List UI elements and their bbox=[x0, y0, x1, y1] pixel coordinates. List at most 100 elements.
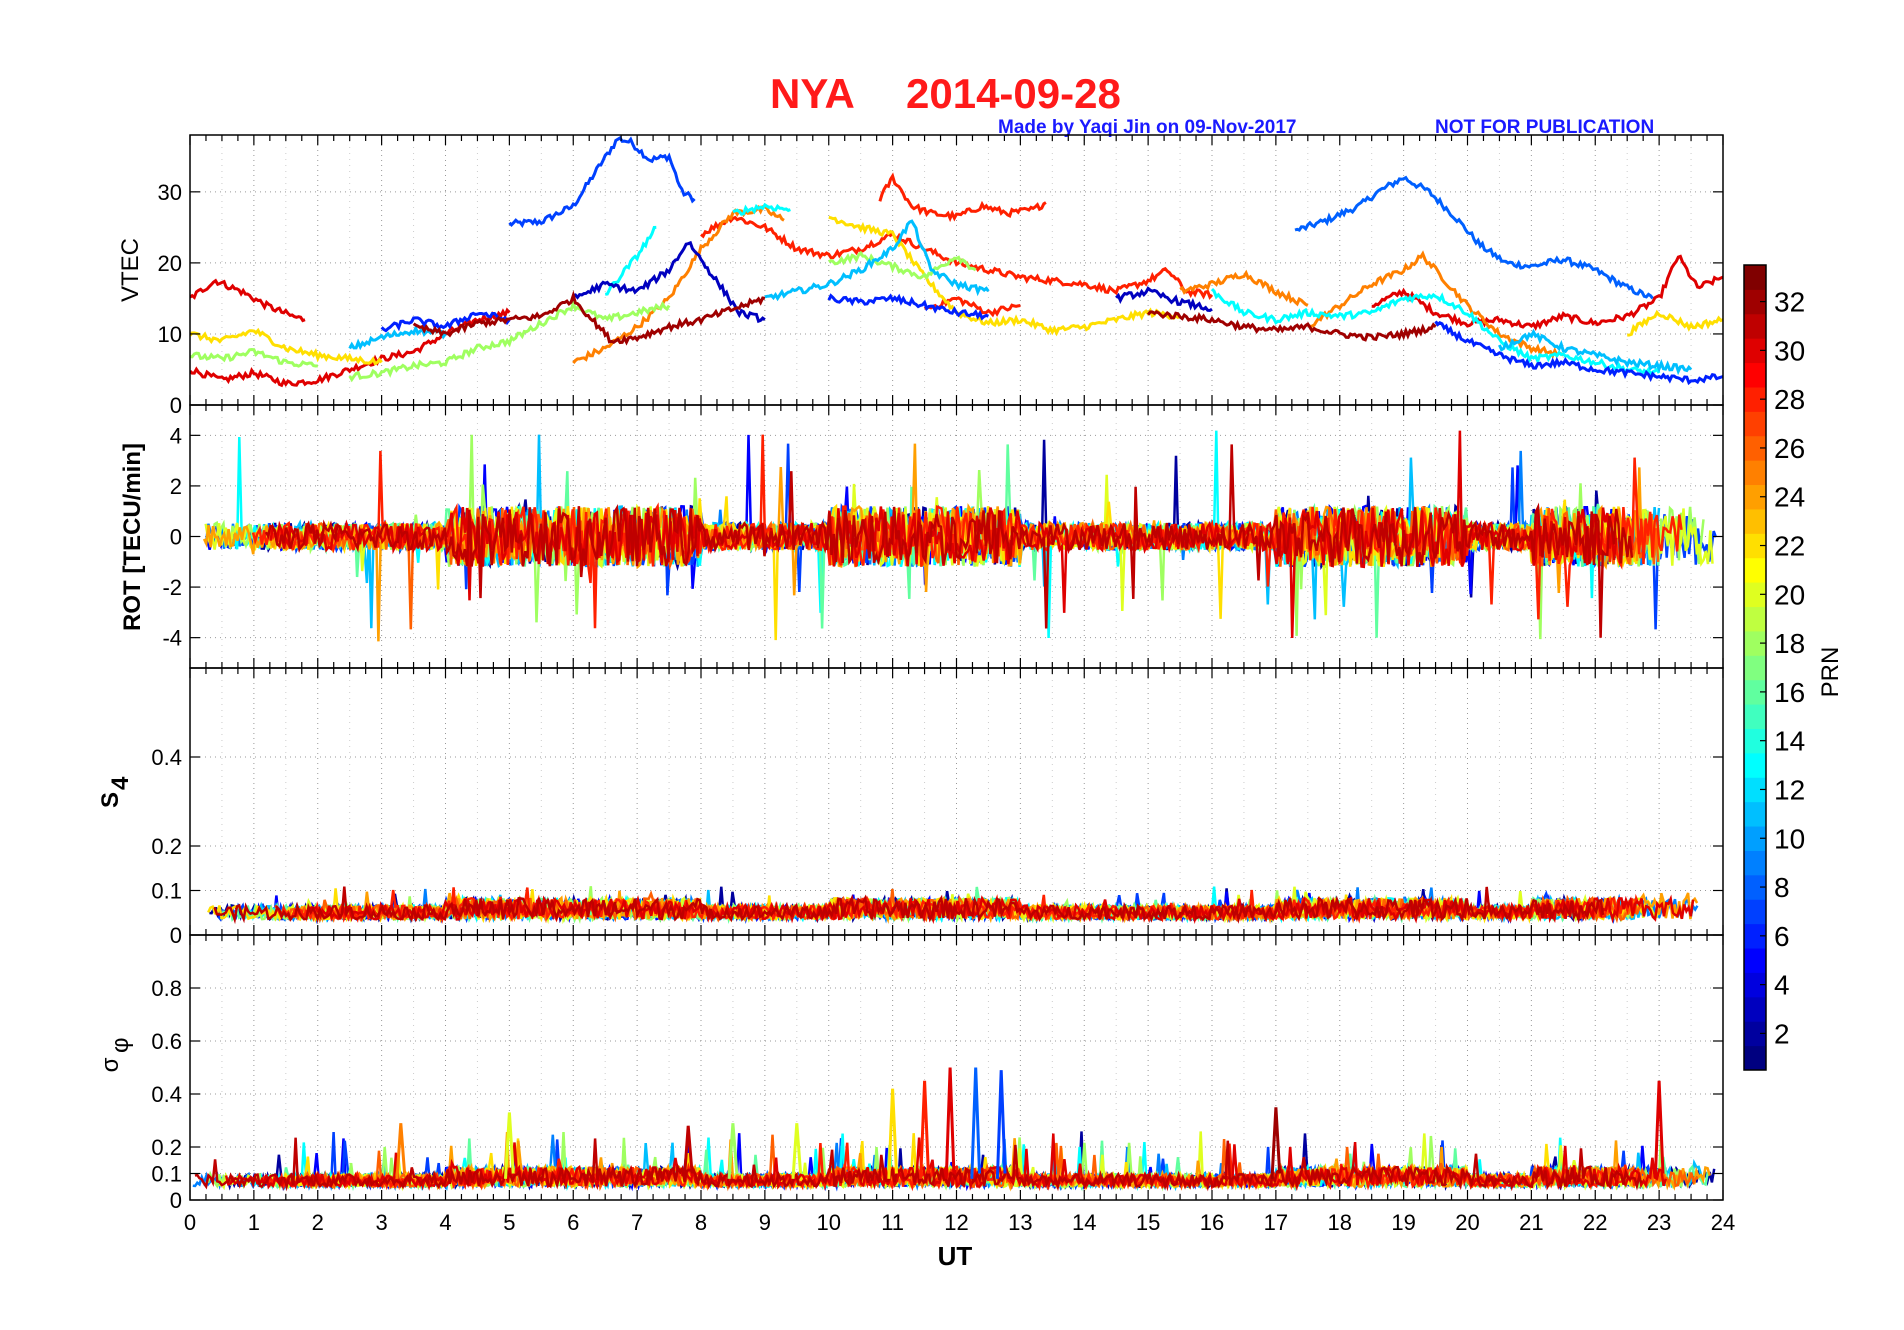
colorbar-tick-label: 10 bbox=[1774, 823, 1805, 854]
colorbar-cell bbox=[1744, 265, 1766, 290]
x-tick-label: 3 bbox=[376, 1210, 388, 1235]
x-tick-label: 13 bbox=[1008, 1210, 1032, 1235]
vtec-series-prn-28 bbox=[878, 172, 1047, 223]
colorbar-tick-label: 4 bbox=[1774, 970, 1790, 1001]
sigma-spike-prn-22 bbox=[887, 1088, 898, 1179]
x-tick-label: 5 bbox=[503, 1210, 515, 1235]
x-tick-label: 7 bbox=[631, 1210, 643, 1235]
sigma-spike-prn-20 bbox=[791, 1123, 803, 1179]
colorbar-tick-label: 20 bbox=[1774, 579, 1805, 610]
vtec-series-prn-28 bbox=[923, 295, 1021, 318]
vtec-panel: 0 10 20 30 bbox=[158, 134, 1724, 418]
notice-text: NOT FOR PUBLICATION bbox=[1435, 117, 1654, 138]
colorbar-cell bbox=[1744, 996, 1766, 1022]
rot-y-tick-label: 2 bbox=[170, 474, 182, 499]
sigma-ylabel-sub: φ bbox=[107, 1037, 134, 1053]
vtec-series-prn-6 bbox=[827, 293, 989, 321]
colorbar-cell bbox=[1744, 655, 1766, 681]
rot-y-tick-label: 4 bbox=[170, 423, 182, 448]
x-tick-label: 20 bbox=[1455, 1210, 1479, 1235]
vtec-series-prn-30 bbox=[190, 278, 306, 323]
sig-y-tick-label: 0 bbox=[170, 1188, 182, 1213]
s4-ylabel: S 4 bbox=[97, 776, 134, 808]
rot-series-prn-31 bbox=[264, 444, 1634, 638]
colorbar-cell bbox=[1744, 508, 1766, 534]
title-date: 2014-09-28 bbox=[906, 70, 1121, 117]
colorbar-cell bbox=[1744, 948, 1766, 973]
colorbar-cell bbox=[1744, 972, 1766, 998]
credit-text: Made by Yaqi Jin on 09-Nov-2017 bbox=[998, 117, 1296, 138]
sigma-spike-prn-32 bbox=[1270, 1107, 1282, 1179]
colorbar-cell bbox=[1744, 289, 1766, 315]
colorbar-tick-label: 12 bbox=[1774, 774, 1805, 805]
colorbar-tick-label: 16 bbox=[1774, 677, 1805, 708]
rot-y-tick-label: -4 bbox=[162, 626, 182, 651]
colorbar-cell bbox=[1744, 606, 1766, 632]
colorbar-cell bbox=[1744, 899, 1766, 925]
x-tick-label: 22 bbox=[1583, 1210, 1607, 1235]
sig-series-prn-31 bbox=[194, 1137, 1643, 1192]
x-tick-label: 19 bbox=[1391, 1210, 1415, 1235]
colorbar-tick-label: 30 bbox=[1774, 335, 1805, 366]
vtec-series-prn-32 bbox=[1146, 310, 1437, 342]
rot-ylabel: ROT [TECU/min] bbox=[119, 443, 146, 631]
s4-series-group bbox=[207, 886, 1699, 925]
vtec-series-prn-3 bbox=[572, 240, 766, 324]
vtec-y-tick-label: 10 bbox=[158, 322, 182, 347]
vtec-series-prn-11 bbox=[764, 219, 990, 302]
sigma-spike-prn-20 bbox=[504, 1112, 515, 1179]
rot-panel: -4 -2 0 2 4 bbox=[162, 404, 1724, 669]
s4-series-prn-31 bbox=[213, 886, 1605, 925]
sigma-spike-prn-18 bbox=[727, 1123, 739, 1179]
vtec-series-prn-18 bbox=[190, 347, 318, 368]
vtec-series-prn-22 bbox=[1627, 309, 1723, 337]
x-tick-label: 16 bbox=[1200, 1210, 1224, 1235]
x-tick-label: 23 bbox=[1647, 1210, 1671, 1235]
vtec-series-prn-22 bbox=[190, 327, 383, 366]
vtec-series-prn-11 bbox=[1498, 328, 1693, 376]
vtec-series-prn-6 bbox=[1434, 320, 1723, 386]
s4-y-tick-label: 0.2 bbox=[151, 834, 182, 859]
colorbar-tick-label: 22 bbox=[1774, 531, 1805, 562]
colorbar-cell bbox=[1744, 338, 1766, 364]
colorbar-cell bbox=[1744, 923, 1766, 949]
vtec-ylabel: VTEC bbox=[117, 238, 144, 302]
colorbar-cell bbox=[1744, 460, 1766, 486]
x-tick-label: 14 bbox=[1072, 1210, 1096, 1235]
colorbar-tick-label: 28 bbox=[1774, 384, 1805, 415]
colorbar-tick-label: 6 bbox=[1774, 921, 1790, 952]
s4-y-tick-label: 0 bbox=[170, 923, 182, 948]
colorbar-cell bbox=[1744, 313, 1766, 339]
sig-y-tick-label: 0.4 bbox=[151, 1082, 182, 1107]
colorbar-cell bbox=[1744, 484, 1766, 510]
sigma-spike-prn-25 bbox=[395, 1123, 407, 1179]
colorbar-cell bbox=[1744, 557, 1766, 583]
vtec-series-prn-25 bbox=[1179, 269, 1309, 307]
vtec-series-prn-25 bbox=[1307, 250, 1565, 360]
x-tick-label: 4 bbox=[439, 1210, 451, 1235]
x-tick-label: 15 bbox=[1136, 1210, 1160, 1235]
colorbar-cell bbox=[1744, 752, 1766, 778]
colorbar-cell bbox=[1744, 1021, 1766, 1047]
colorbar-tick-label: 18 bbox=[1774, 628, 1805, 659]
sig-y-tick-label: 0.8 bbox=[151, 976, 182, 1001]
x-tick-label: 9 bbox=[759, 1210, 771, 1235]
vtec-series-prn-11 bbox=[348, 324, 447, 351]
vtec-series-prn-13 bbox=[604, 225, 657, 296]
vtec-y-tick-label: 20 bbox=[158, 251, 182, 276]
vtec-series-prn-30 bbox=[1371, 254, 1723, 332]
colorbar-cell bbox=[1744, 411, 1766, 437]
colorbar-tick-label: 2 bbox=[1774, 1018, 1790, 1049]
x-tick-label: 11 bbox=[881, 1210, 904, 1235]
sigma-spike-prn-30 bbox=[1653, 1080, 1665, 1179]
colorbar-cell bbox=[1744, 630, 1766, 656]
colorbar-cell bbox=[1744, 777, 1766, 803]
sigma-spike-prn-8 bbox=[970, 1067, 981, 1179]
vtec-series-prn-28 bbox=[700, 214, 1214, 300]
colorbar-label: PRN bbox=[1817, 647, 1844, 698]
s4-ylabel-main: S bbox=[97, 792, 124, 808]
sig-y-tick-label: 0.2 bbox=[151, 1135, 182, 1160]
sig-y-tick-label: 0.1 bbox=[151, 1162, 182, 1187]
